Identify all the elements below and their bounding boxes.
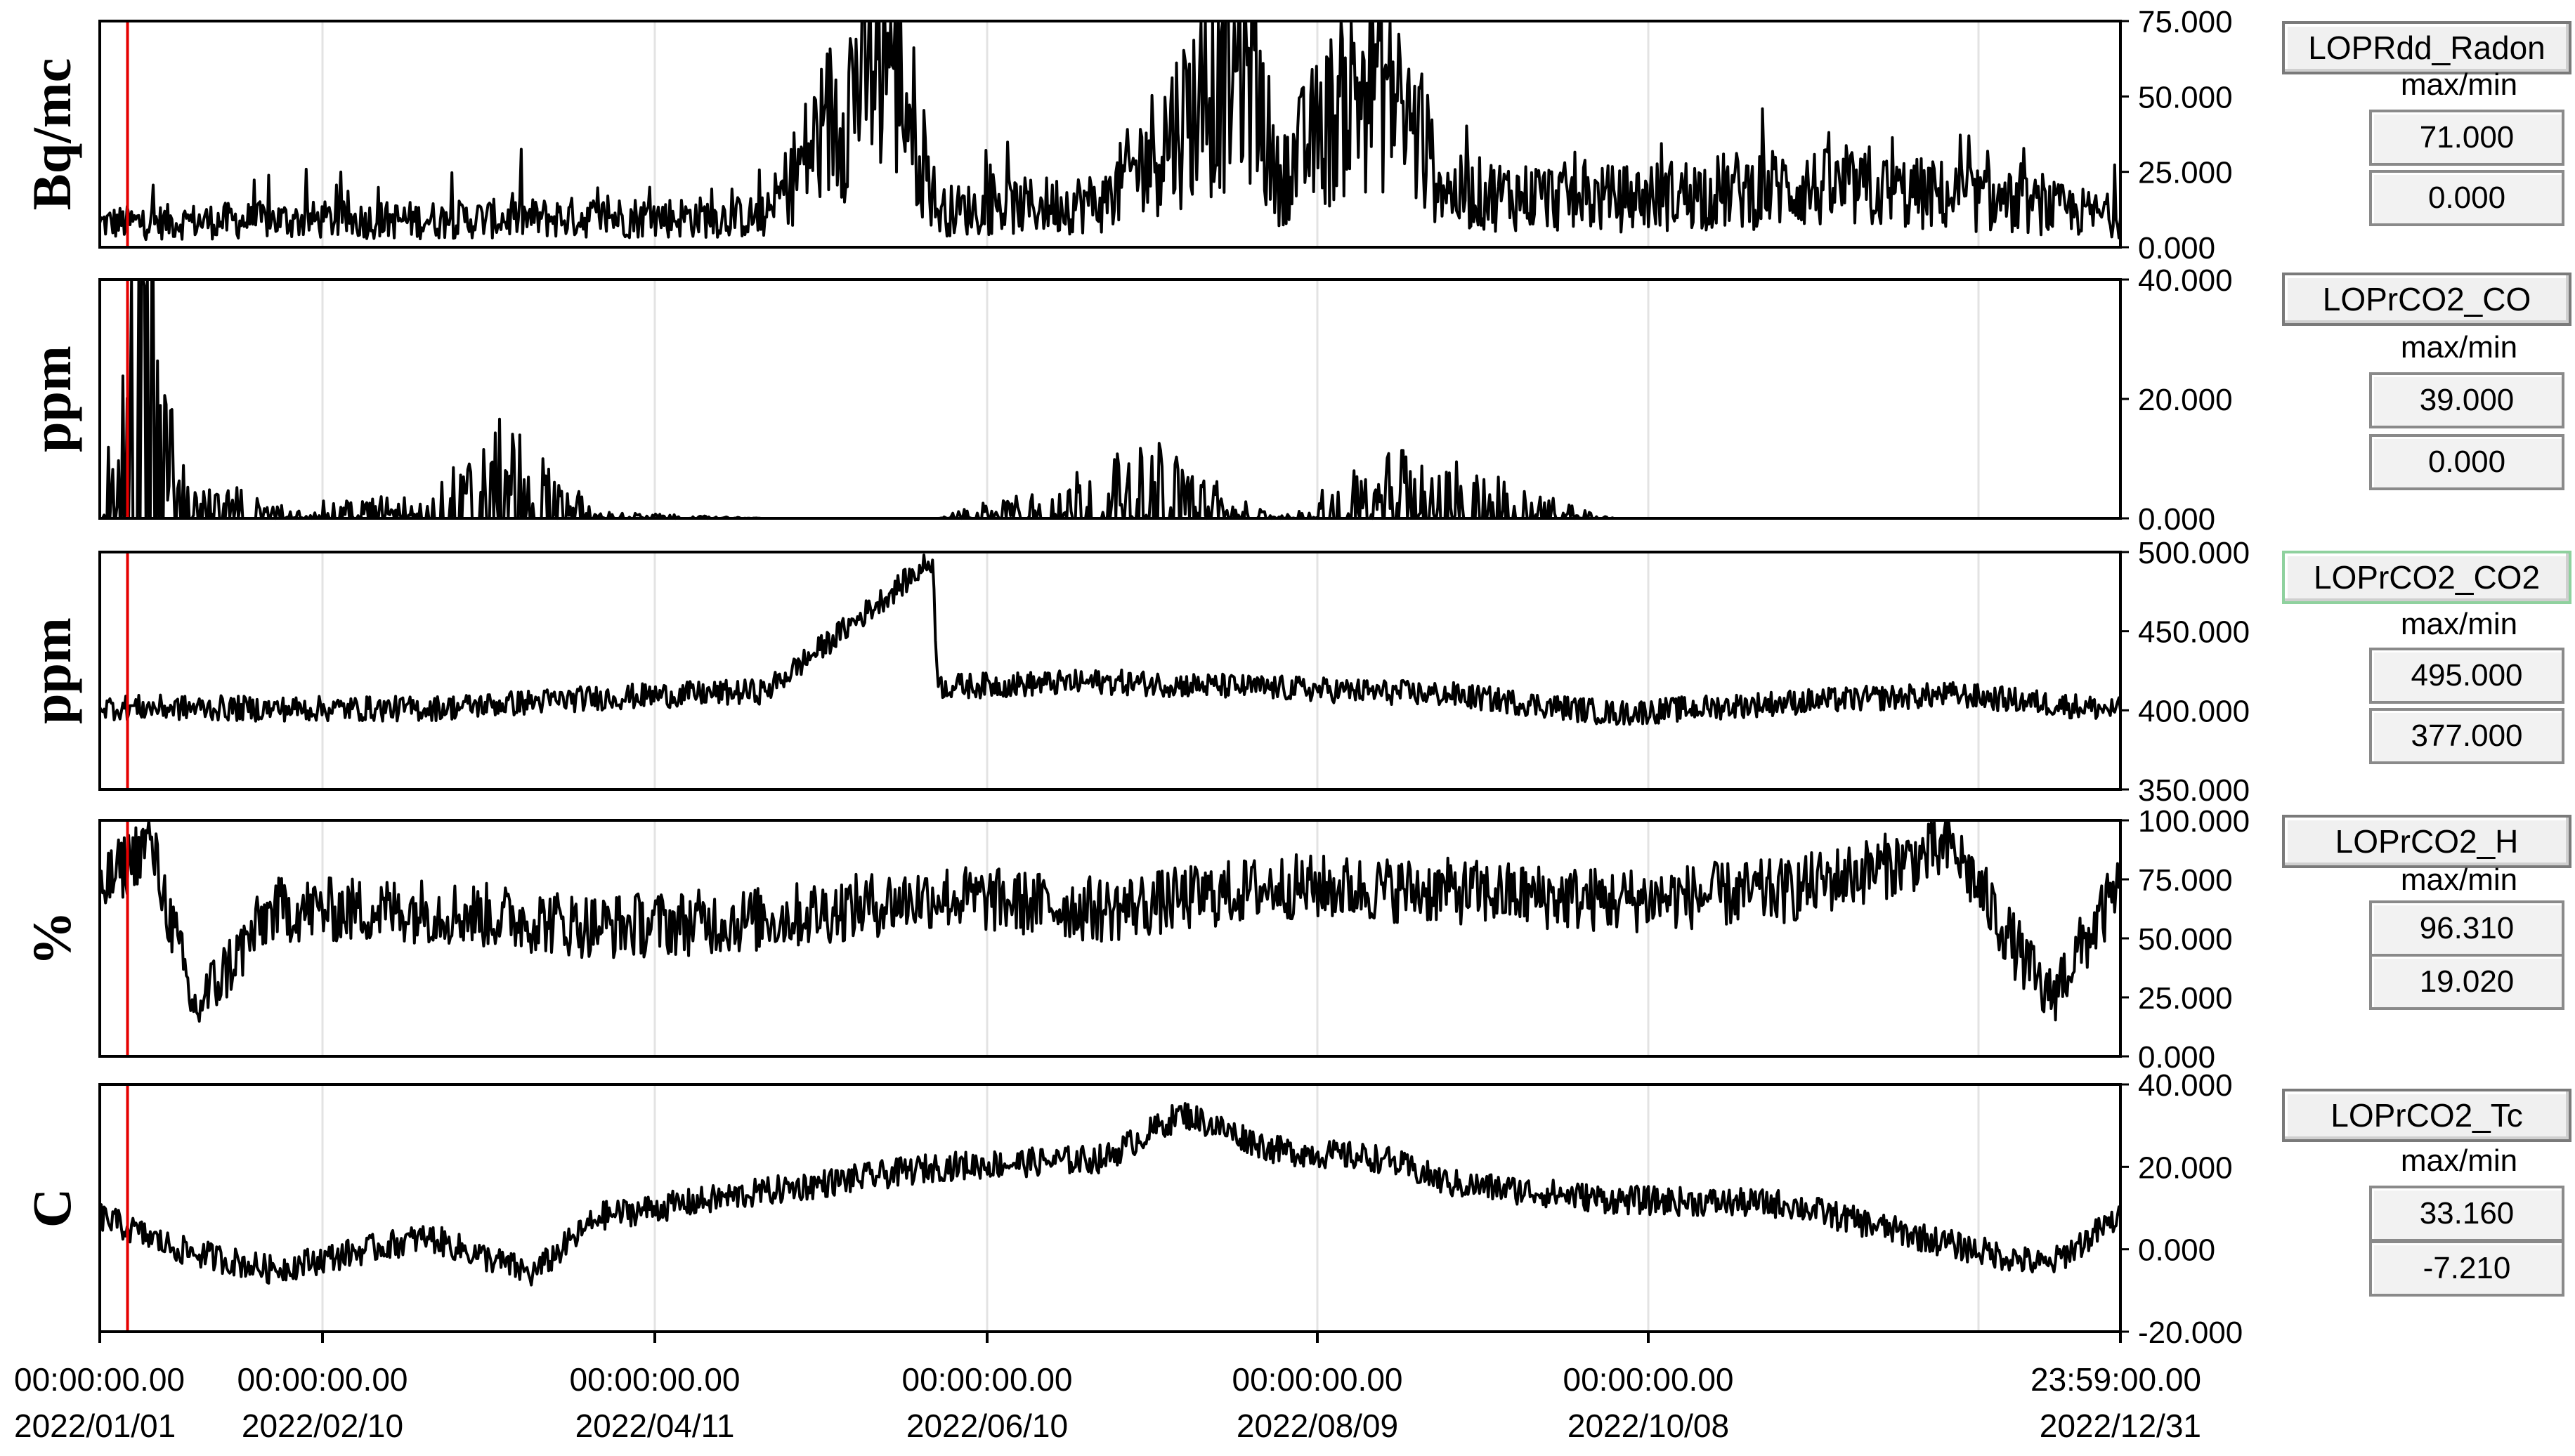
x-tick-time: 00:00:00.00	[237, 1361, 408, 1398]
plot-frame	[98, 819, 2122, 1058]
max-min-label: max/min	[2400, 607, 2518, 641]
channel-button-LOPrCO2_CO[interactable]: LOPrCO2_CO	[2282, 273, 2571, 326]
x-tick-date: 2022/02/10	[242, 1408, 403, 1444]
y-tick-label: 500.000	[2138, 536, 2250, 570]
x-tick-time: 00:00:00.00	[901, 1361, 1072, 1398]
y-tick-label: 40.000	[2138, 1068, 2233, 1103]
panel-LOPrCO2_Tc: 40.000 20.000 0.000 -20.000 C	[21, 1068, 2243, 1350]
series-line-LOPrCO2_Tc	[98, 1102, 2122, 1287]
plot-frame	[98, 551, 2122, 791]
plot-area	[100, 280, 2120, 518]
y-tick-label: 75.000	[2138, 863, 2233, 898]
y-tick-label: 20.000	[2138, 1150, 2233, 1185]
min-value-field: -7.210	[2369, 1240, 2564, 1297]
min-value-field: 0.000	[2369, 170, 2564, 226]
x-tick-time: 00:00:00.00	[14, 1361, 185, 1398]
min-value-field: 19.020	[2369, 954, 2564, 1010]
y-tick-label: -20.000	[2138, 1316, 2243, 1350]
panel-LOPrCO2_CO2: 500.000 450.000 400.000 350.000 ppm	[21, 536, 2250, 808]
y-axis-label: Bq/mc	[21, 58, 82, 211]
y-tick-label: 0.000	[2138, 231, 2215, 265]
y-tick-label: 0.000	[2138, 1233, 2215, 1268]
channel-button-LOPRdd_Radon[interactable]: LOPRdd_Radon	[2282, 21, 2571, 74]
max-min-label: max/min	[2400, 67, 2518, 102]
series-line-LOPrCO2_CO2	[98, 553, 2122, 726]
panel-LOPrCO2_H: 100.000 75.000 50.000 25.000 0.000%	[21, 804, 2250, 1075]
y-tick-label: 100.000	[2138, 804, 2250, 839]
plot-area	[100, 21, 2120, 247]
series-line-LOPRdd_Radon	[98, 20, 2122, 242]
max-value-field: 495.000	[2369, 648, 2564, 704]
x-tick-time: 00:00:00.00	[1563, 1361, 1733, 1398]
x-tick-date: 2022/08/09	[1237, 1408, 1398, 1444]
min-value-field: 377.000	[2369, 708, 2564, 764]
y-tick-label: 0.000	[2138, 502, 2215, 537]
y-tick-label: 25.000	[2138, 156, 2233, 190]
y-tick-label: 50.000	[2138, 922, 2233, 957]
y-tick-label: 40.000	[2138, 263, 2233, 298]
y-tick-label: 75.000	[2138, 5, 2233, 39]
panel-LOPRdd_Radon: 75.000 50.000 25.000 0.000 Bq/mc	[21, 5, 2233, 265]
y-axis-label: ppm	[21, 346, 82, 452]
min-value-field: 0.000	[2369, 434, 2564, 490]
y-tick-label: 20.000	[2138, 383, 2233, 417]
x-tick-time: 00:00:00.00	[1232, 1361, 1402, 1398]
x-tick-time: 23:59:00.00	[2030, 1361, 2201, 1398]
max-min-label: max/min	[2400, 863, 2518, 897]
y-tick-label: 0.000	[2138, 1040, 2215, 1075]
y-tick-label: 50.000	[2138, 80, 2233, 114]
x-tick-date: 2022/10/08	[1567, 1408, 1729, 1444]
panel-LOPrCO2_CO: 40.000 20.000 0.000 ppm	[21, 263, 2233, 537]
series-line-LOPrCO2_H	[98, 819, 2122, 1023]
x-tick-time: 00:00:00.00	[569, 1361, 740, 1398]
y-tick-label: 350.000	[2138, 773, 2250, 808]
y-tick-label: 400.000	[2138, 694, 2250, 728]
y-axis-label: C	[21, 1188, 82, 1228]
max-value-field: 71.000	[2369, 110, 2564, 166]
y-tick-label: 450.000	[2138, 615, 2250, 650]
x-tick-date: 2022/01/01	[14, 1408, 176, 1444]
channel-button-LOPrCO2_Tc[interactable]: LOPrCO2_Tc	[2282, 1089, 2571, 1142]
plot-frame	[98, 20, 2122, 249]
max-value-field: 33.160	[2369, 1186, 2564, 1242]
channel-button-LOPrCO2_CO2[interactable]: LOPrCO2_CO2	[2282, 551, 2571, 604]
y-tick-label: 25.000	[2138, 981, 2233, 1016]
plot-area	[100, 552, 2120, 789]
plot-frame	[98, 1083, 2122, 1333]
max-min-label: max/min	[2400, 330, 2518, 365]
channel-button-LOPrCO2_H[interactable]: LOPrCO2_H	[2282, 815, 2571, 868]
x-tick-date: 2022/04/11	[575, 1408, 735, 1444]
y-axis-label: ppm	[21, 617, 82, 724]
max-value-field: 96.310	[2369, 900, 2564, 957]
max-min-label: max/min	[2400, 1143, 2518, 1178]
x-tick-date: 2022/12/31	[2040, 1408, 2201, 1444]
y-axis-label: %	[21, 911, 82, 966]
x-tick-date: 2022/06/10	[906, 1408, 1068, 1444]
plot-frame	[98, 278, 2122, 520]
max-value-field: 39.000	[2369, 372, 2564, 428]
